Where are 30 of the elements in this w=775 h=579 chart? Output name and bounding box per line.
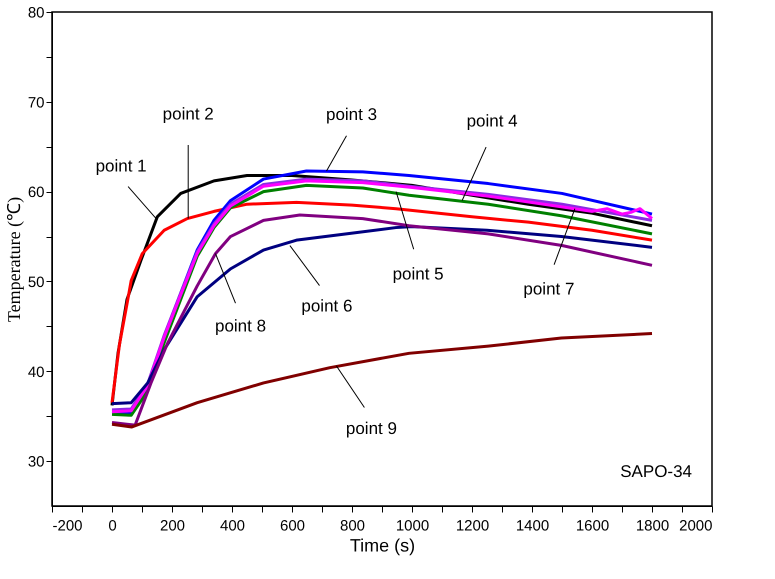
x-tick-label: -200 (52, 518, 83, 534)
x-tick-label: 200 (160, 518, 186, 534)
y-axis-title: Temperature (℃) (4, 196, 24, 322)
annotation: SAPO-34 (620, 462, 692, 481)
y-tick-label: 50 (28, 274, 44, 291)
x-tick-label: 1000 (396, 518, 430, 534)
annotation: point 4 (466, 112, 518, 131)
y-tick-label: 70 (28, 94, 44, 112)
annotation: point 1 (96, 156, 147, 176)
x-tick-label: 2000 (679, 518, 712, 534)
x-axis-title: Time (s) (350, 536, 416, 556)
annotation: point 5 (392, 264, 444, 284)
x-tick-label: 0 (108, 518, 117, 534)
annotation: point 9 (346, 418, 397, 438)
y-tick-label: 60 (28, 184, 44, 202)
x-tick-label: 1400 (516, 518, 550, 534)
x-tick-label: 400 (220, 518, 246, 534)
x-tick-label: 1200 (456, 518, 490, 534)
x-tick-label: 1800 (636, 518, 670, 534)
y-tick-label: 40 (28, 364, 44, 381)
y-tick-label: 30 (28, 454, 44, 471)
annotation: point 6 (301, 296, 352, 316)
x-tick-label: 1600 (576, 518, 610, 534)
annotation: point 8 (214, 316, 266, 336)
x-tick-label: 600 (280, 518, 306, 534)
annotation: point 2 (162, 104, 214, 124)
x-tick-label: 800 (340, 518, 366, 534)
annotation: point 3 (326, 104, 378, 124)
annotation: point 7 (523, 280, 574, 299)
y-tick-label: 80 (28, 4, 44, 22)
